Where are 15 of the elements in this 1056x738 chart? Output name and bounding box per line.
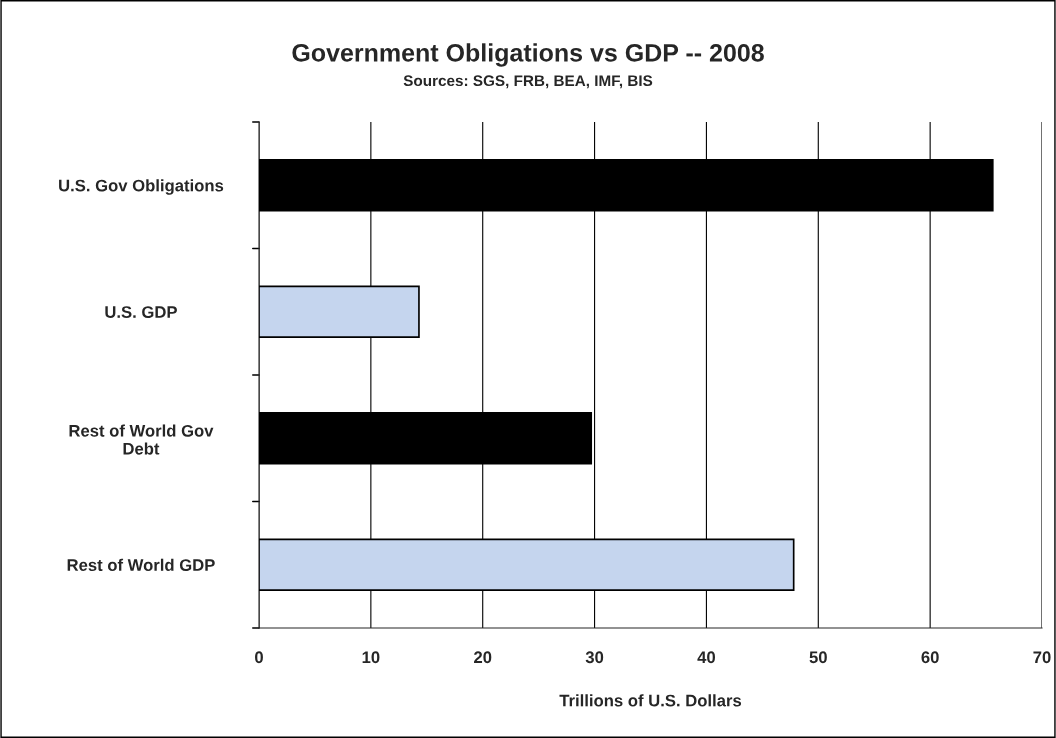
y-tick-label: U.S. Gov Obligations — [59, 179, 224, 195]
x-tick-label: 20 — [474, 651, 492, 664]
x-tick-label: 40 — [697, 651, 716, 664]
y-tick-label: Rest of World Gov Debt — [69, 424, 214, 455]
x-axis-title: Trillions of U.S. Dollars — [559, 694, 742, 707]
y-tick-label: Rest of World GDP — [67, 558, 215, 571]
y-tick-label: U.S. GDP — [105, 306, 177, 318]
x-tick-label: 50 — [809, 651, 827, 664]
x-tick-label: 0 — [255, 651, 263, 664]
x-tick-label: 10 — [362, 651, 380, 664]
x-tick-label: 70 — [1033, 651, 1051, 664]
chart-title: Government Obligations vs GDP -- 2008 — [292, 43, 764, 67]
x-tick-label: 30 — [585, 651, 604, 664]
chart-subtitle: Sources: SGS, FRB, BEA, IMF, BIS — [403, 75, 653, 89]
x-tick-label: 60 — [921, 651, 939, 664]
